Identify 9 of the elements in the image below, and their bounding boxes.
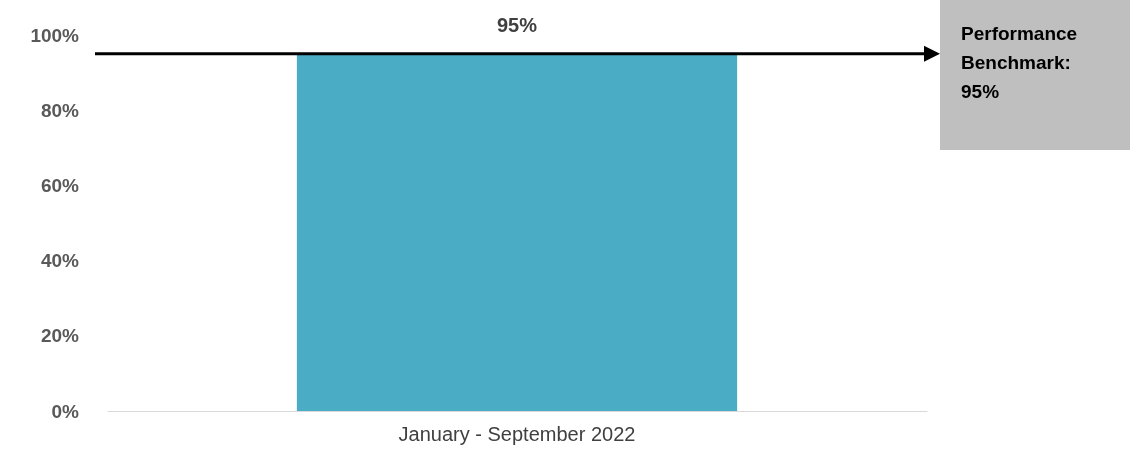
y-tick-label: 40%: [40, 250, 80, 272]
x-tick-label: January - September 2022: [398, 423, 636, 446]
y-tick-label: 0%: [51, 400, 80, 422]
y-tick-label: 20%: [40, 325, 80, 347]
y-tick-label: 80%: [40, 99, 80, 121]
y-tick-label: 60%: [40, 174, 80, 196]
y-tick-label: 100%: [30, 24, 80, 46]
ref-line-label: Performance Benchmark: 95%: [961, 23, 1078, 102]
data-label: 95%: [496, 13, 538, 36]
